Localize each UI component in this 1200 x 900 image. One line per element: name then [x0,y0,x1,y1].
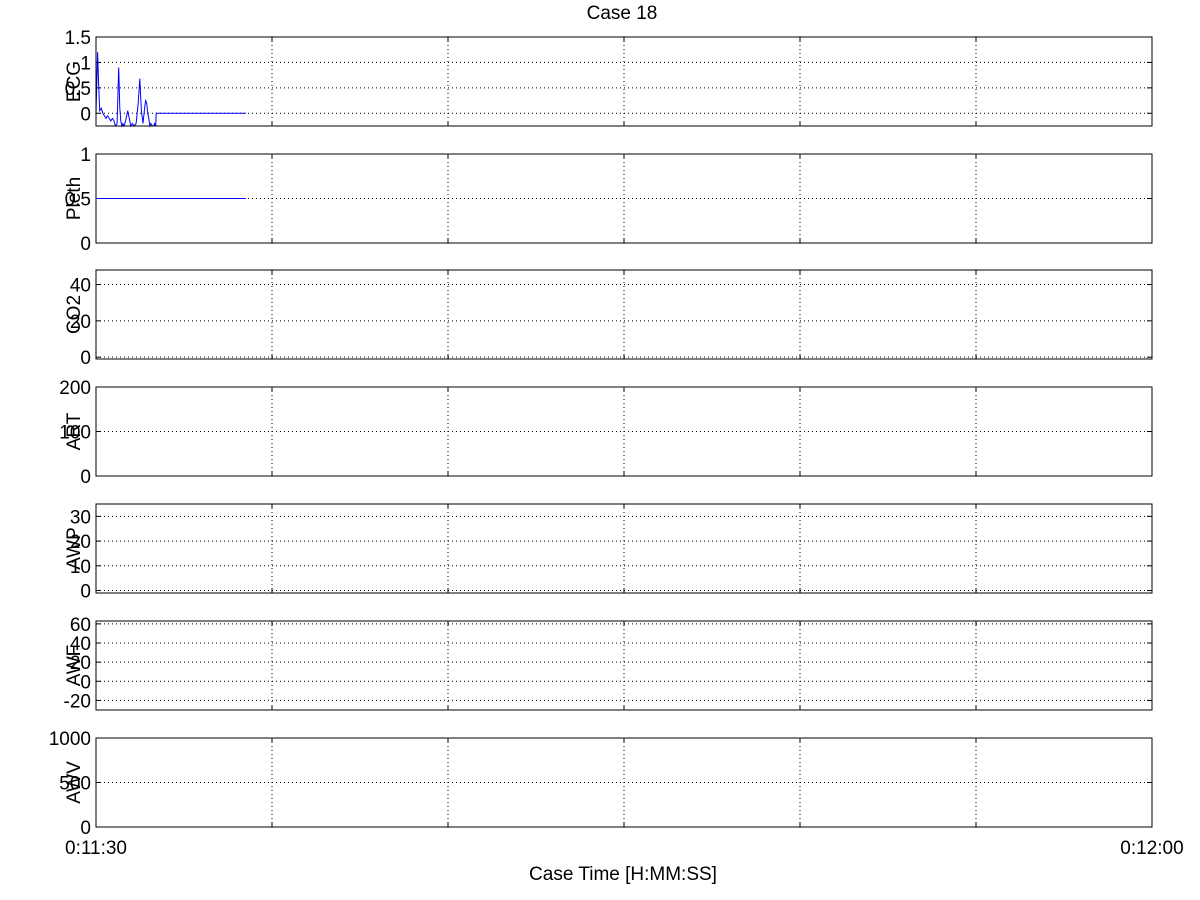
y-axis-label: ART [64,412,85,450]
axes-box [95,269,1153,360]
y-tick-label: 200 [59,378,91,399]
y-tick-label: 20 [70,312,91,333]
axes-box [95,36,1153,127]
y-tick-label: 100 [59,423,91,444]
y-tick-label: 0 [80,104,91,125]
y-tick-label: -20 [64,691,91,712]
subplot-pleth: 0 0.5 1 Pleth [64,145,1153,255]
y-axis-label: CO2 [64,295,85,334]
y-tick-label: 1000 [49,729,91,750]
y-axis-label: AWV [64,761,85,804]
axes-box [95,620,1153,711]
y-tick-label: 1 [80,145,91,166]
x-tick-label-end: 0:12:00 [1120,838,1183,859]
y-tick-label: 20 [70,532,91,553]
series-line [95,52,246,128]
y-tick-label: 0 [80,818,91,839]
y-tick-label: 60 [70,615,91,636]
y-tick-label: 20 [70,653,91,674]
y-axis-label: AWF [64,645,85,687]
subplot-art: 0 100 200 ART [59,378,1153,488]
y-tick-label: 0.5 [65,190,91,211]
chart-title: Case 18 [587,3,658,24]
subplot-ecg: 0 0.5 1 1.5 ECG [64,28,1153,128]
y-axis-label: AWP [64,527,85,570]
y-tick-label: 1.5 [65,28,91,49]
x-axis-label: Case Time [H:MM:SS] [529,864,717,885]
y-tick-label: 0 [80,348,91,369]
y-tick-label: 40 [70,276,91,297]
y-tick-label: 40 [70,634,91,655]
y-tick-label: 0 [80,672,91,693]
axes-box [95,737,1153,828]
y-tick-label: 0 [80,467,91,488]
y-tick-label: 1 [80,53,91,74]
axes-box [95,503,1153,594]
y-tick-label: 0 [80,234,91,255]
subplot-stack: 00.511.5ECG00.51Pleth02040CO20100200ART0… [49,28,1153,839]
y-tick-label: 0.5 [65,79,91,100]
x-tick-label-start: 0:11:30 [65,838,127,859]
y-axis-label: ECG [64,61,85,102]
y-tick-label: 10 [70,557,91,578]
subplot-awv: 0 500 1000 AWV [49,729,1153,839]
y-tick-label: 500 [59,774,91,795]
axes-box [95,386,1153,477]
y-axis-label: Pleth [64,177,85,220]
y-tick-label: 0 [80,582,91,603]
y-tick-label: 30 [70,507,91,528]
axes-box [95,153,1153,244]
